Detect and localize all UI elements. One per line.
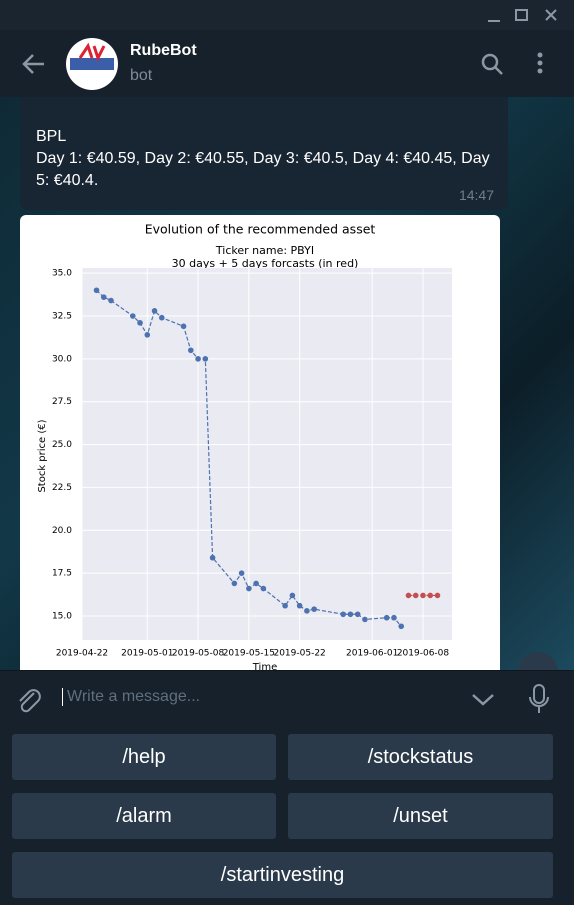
back-button[interactable]: [20, 50, 48, 78]
emoji-toggle[interactable]: [470, 689, 496, 709]
chart-image[interactable]: Evolution of the recommended asset Ticke…: [20, 215, 500, 670]
x-tick-label: 2019-05-15: [223, 649, 275, 659]
data-point: [405, 592, 412, 599]
y-tick-label: 17.5: [52, 569, 72, 579]
data-point: [188, 347, 194, 354]
input-bar: Write a message...: [0, 670, 574, 726]
message-line: BPL: [36, 128, 67, 145]
data-point: [209, 554, 216, 561]
message-input[interactable]: Write a message...: [62, 688, 200, 706]
data-point: [231, 580, 238, 587]
data-point: [238, 570, 245, 576]
data-point: [304, 608, 310, 614]
data-point: [246, 585, 252, 592]
voice-button[interactable]: [526, 683, 552, 715]
keyboard-button[interactable]: /alarm: [12, 793, 276, 839]
attach-button[interactable]: [14, 685, 44, 715]
x-tick-label: 2019-06-01: [346, 649, 398, 659]
data-point: [434, 592, 441, 599]
data-point: [347, 611, 354, 618]
chart-title: Evolution of the recommended asset: [145, 222, 376, 237]
keyboard-button[interactable]: /startinvesting: [12, 852, 553, 898]
x-tick-label: 2019-05-08: [172, 649, 225, 659]
data-point: [144, 332, 151, 338]
data-point: [108, 297, 114, 304]
data-point: [137, 320, 143, 326]
data-point: [100, 294, 107, 300]
data-point: [129, 313, 136, 319]
y-tick-label: 22.5: [52, 483, 72, 493]
data-point: [398, 623, 405, 630]
data-point: [391, 614, 397, 621]
message-line: 5: €31.71.: [36, 97, 500, 104]
window-controls[interactable]: [480, 5, 570, 25]
data-point: [151, 308, 158, 314]
data-point: [420, 592, 426, 599]
chat-title: RubeBot: [130, 42, 197, 59]
y-tick-label: 30.0: [52, 354, 72, 364]
keyboard-button[interactable]: /help: [12, 734, 276, 780]
avatar: [66, 38, 118, 90]
x-tick-label: 2019-06-08: [397, 649, 450, 659]
data-point: [296, 602, 303, 609]
data-point: [253, 580, 259, 587]
data-point: [412, 592, 419, 599]
scroll-down-button[interactable]: [516, 650, 560, 670]
title-bar: [0, 0, 574, 30]
data-point: [427, 592, 434, 599]
chat-header: RubeBot bot: [0, 30, 574, 97]
message-line: Day 1: €40.59, Day 2: €40.55, Day 3: €40…: [36, 150, 490, 189]
chart-subtitle: 30 days + 5 days forcasts (in red): [172, 257, 359, 270]
data-point: [383, 614, 390, 621]
data-point: [93, 287, 100, 294]
data-point: [289, 592, 296, 599]
keyboard-button[interactable]: /unset: [288, 793, 553, 839]
data-point: [362, 616, 368, 623]
chat-status: bot: [130, 67, 153, 84]
data-point: [260, 585, 267, 592]
data-point: [354, 611, 361, 618]
y-tick-label: 27.5: [52, 397, 72, 407]
data-point: [202, 356, 209, 362]
chart-subtitle: Ticker name: PBYI: [215, 244, 314, 257]
y-tick-label: 35.0: [52, 269, 72, 279]
message-time: 14:47: [458, 187, 494, 203]
x-tick-label: 2019-05-01: [121, 649, 173, 659]
x-tick-label: 2019-04-22: [56, 649, 108, 659]
data-point: [159, 314, 165, 321]
chat-area: 5: €31.71. BPL Day 1: €40.59, Day 2: €40…: [0, 97, 574, 670]
x-axis-label: Time: [252, 662, 277, 670]
data-point: [311, 606, 317, 612]
data-point: [195, 356, 201, 362]
data-point: [340, 611, 346, 618]
menu-button[interactable]: [530, 52, 550, 76]
y-tick-label: 20.0: [52, 526, 72, 536]
y-tick-label: 15.0: [52, 612, 72, 622]
data-point: [282, 602, 288, 609]
y-tick-label: 25.0: [52, 440, 72, 450]
search-button[interactable]: [480, 52, 504, 76]
message-bubble: 5: €31.71. BPL Day 1: €40.59, Day 2: €40…: [20, 97, 508, 210]
data-point: [180, 323, 187, 330]
y-axis-label: Stock price (€): [37, 419, 48, 492]
keyboard-button[interactable]: /stockstatus: [288, 734, 553, 780]
x-tick-label: 2019-05-22: [273, 649, 325, 659]
y-tick-label: 32.5: [52, 312, 72, 322]
